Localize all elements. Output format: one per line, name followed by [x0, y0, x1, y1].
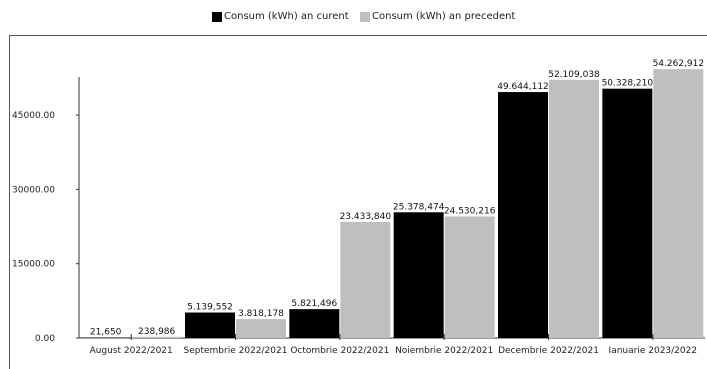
bar-current	[289, 309, 339, 338]
x-category-label: August 2022/2021	[90, 346, 173, 356]
data-label: 5.821,496	[291, 299, 337, 309]
y-tick-label: 15000.00	[12, 260, 55, 270]
y-tick-label: 0.00	[35, 334, 55, 344]
x-category-label: Septembrie 2022/2021	[184, 346, 288, 356]
x-category-label: Decembrie 2022/2021	[498, 346, 599, 356]
data-label: 50.328,210	[602, 79, 654, 89]
data-label: 25.378,474	[393, 202, 445, 212]
data-label: 24.530,216	[444, 206, 496, 216]
bar-current	[185, 313, 235, 338]
y-tick-label: 30000.00	[12, 185, 55, 195]
bar-current	[602, 89, 652, 338]
y-tick-label: 45000.00	[12, 111, 55, 121]
data-label: 54.262,912	[653, 59, 705, 69]
bar-current	[81, 338, 131, 339]
bar-previous	[549, 80, 599, 338]
bar-previous	[445, 216, 495, 338]
x-category-label: Ianuarie 2023/2022	[609, 346, 698, 356]
bar-previous	[132, 337, 182, 338]
bar-previous	[653, 69, 703, 338]
data-label: 21,650	[90, 328, 122, 338]
data-label: 49.644,112	[497, 82, 549, 92]
bar-current	[498, 92, 548, 338]
data-label: 5.139,552	[187, 303, 233, 313]
data-label: 238,986	[138, 327, 175, 337]
bar-previous	[236, 319, 286, 338]
bar-current	[394, 212, 444, 338]
data-label: 23.433,840	[340, 212, 392, 222]
bar-previous	[340, 222, 390, 338]
x-category-label: Noiembrie 2022/2021	[395, 346, 493, 356]
data-label: 52.109,038	[548, 70, 600, 80]
data-label: 3.818,178	[238, 309, 284, 319]
x-category-label: Octombrie 2022/2021	[290, 346, 389, 356]
